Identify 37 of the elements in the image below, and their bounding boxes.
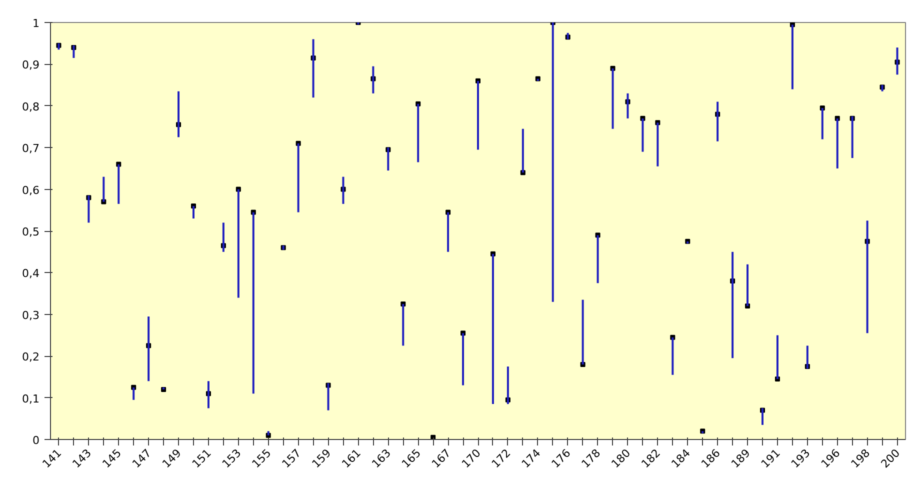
x-tick-label: 196 — [818, 446, 843, 471]
x-tick-label: 193 — [788, 446, 813, 471]
x-tick-label: 161 — [339, 446, 364, 471]
y-tick-label: 0 — [32, 434, 40, 447]
x-tick-label: 141 — [40, 446, 64, 471]
y-tick-label: 0,2 — [22, 350, 40, 364]
x-tick-label: 165 — [399, 446, 424, 471]
y-tick-label: 0,8 — [22, 100, 40, 114]
x-tick-label: 159 — [310, 446, 334, 471]
x-tick-label: 200 — [878, 446, 903, 471]
y-tick-label: 1 — [32, 17, 40, 30]
x-tick-label: 172 — [489, 446, 514, 471]
x-tick-label: 153 — [220, 446, 244, 471]
x-tick-label: 163 — [369, 446, 394, 471]
x-tick-label: 198 — [848, 446, 873, 471]
x-tick-label: 186 — [698, 446, 723, 471]
x-tick-label: 191 — [758, 446, 783, 471]
x-tick-label: 180 — [609, 446, 634, 471]
x-tick-label: 143 — [70, 446, 94, 471]
y-tick-label: 0,5 — [22, 226, 40, 238]
x-tick-label: 151 — [190, 446, 214, 471]
x-tick-label: 178 — [579, 446, 604, 471]
y-tick-label: 0,6 — [22, 184, 40, 197]
x-tick-label: 149 — [160, 446, 184, 471]
y-tick-label: 0,7 — [22, 142, 40, 156]
x-tick-label: 182 — [638, 446, 663, 471]
y-tick-label: 0,1 — [22, 392, 40, 406]
x-tick-label: 176 — [549, 446, 574, 471]
x-tick-label: 184 — [668, 446, 693, 471]
y-tick-label: 0,4 — [22, 267, 40, 280]
y-tick-label: 0,3 — [22, 308, 40, 322]
x-tick-label: 155 — [250, 446, 274, 471]
x-tick-label: 189 — [728, 446, 753, 471]
x-tick-label: 174 — [519, 446, 544, 471]
x-tick-label: 145 — [100, 446, 124, 471]
x-tick-label: 170 — [459, 446, 484, 471]
y-tick-label: 0,9 — [22, 58, 40, 72]
